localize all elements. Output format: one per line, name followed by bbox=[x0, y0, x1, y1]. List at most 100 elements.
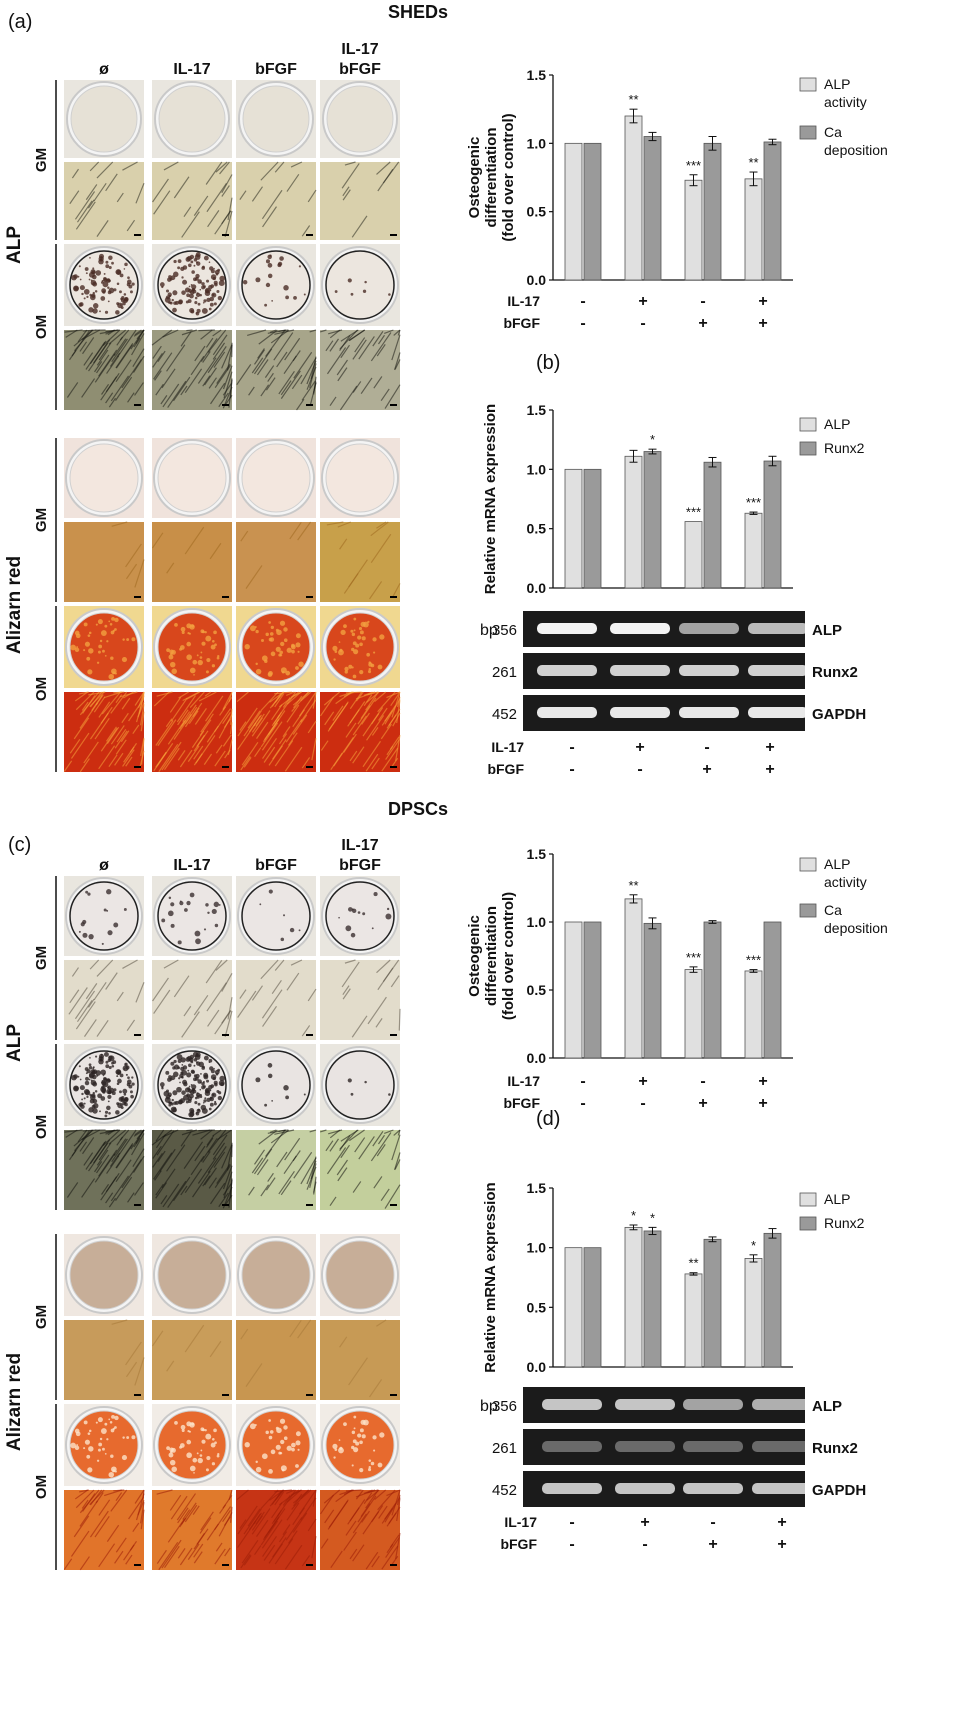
stain-speck bbox=[168, 1452, 174, 1458]
stain-speck bbox=[96, 1459, 100, 1462]
cell-streak bbox=[134, 1357, 145, 1386]
cell-streak bbox=[340, 344, 350, 359]
stain-speck bbox=[107, 286, 110, 289]
stain-speck bbox=[107, 1094, 112, 1100]
stain-speck bbox=[74, 647, 80, 653]
stain-speck bbox=[201, 641, 206, 646]
stain-speck bbox=[209, 1066, 214, 1071]
cell-streak bbox=[243, 757, 252, 768]
stain-speck bbox=[92, 303, 99, 309]
significance-label: ** bbox=[628, 92, 638, 107]
stain-speck bbox=[359, 1428, 364, 1433]
cell-streak bbox=[116, 192, 124, 203]
cell-streak bbox=[155, 720, 174, 746]
stain-speck bbox=[161, 918, 166, 923]
cell-streak bbox=[81, 1499, 89, 1509]
cell-streak bbox=[93, 182, 107, 202]
stain-speck bbox=[73, 1085, 79, 1092]
stain-speck bbox=[204, 1428, 207, 1432]
cell-streak bbox=[200, 338, 218, 362]
cell-streak bbox=[214, 708, 231, 733]
cell-streak bbox=[309, 329, 317, 333]
alizarin-micrograph-3-3 bbox=[320, 1489, 401, 1570]
cell-streak bbox=[181, 1129, 198, 1136]
cell-streak bbox=[325, 340, 334, 352]
stain-speck bbox=[268, 621, 271, 624]
stain-speck bbox=[268, 1469, 273, 1474]
cell-streak bbox=[267, 1172, 274, 1182]
cell-streak bbox=[184, 1168, 203, 1193]
cell-streak bbox=[96, 1019, 109, 1037]
bar-light bbox=[744, 970, 763, 1059]
cell-streak bbox=[186, 1129, 193, 1132]
cell-streak bbox=[267, 329, 287, 334]
stain-speck bbox=[289, 927, 295, 933]
stain-speck bbox=[88, 1446, 94, 1452]
stain-speck bbox=[367, 620, 370, 624]
cell-streak bbox=[320, 740, 329, 751]
stain-speck bbox=[351, 647, 355, 652]
cell-streak bbox=[79, 1500, 99, 1527]
stain-speck bbox=[203, 299, 207, 303]
cell-streak bbox=[161, 741, 182, 771]
stain-speck bbox=[333, 1456, 336, 1459]
micrograph-background bbox=[64, 522, 144, 602]
y-tick-label: 1.0 bbox=[527, 135, 547, 151]
stain-speck bbox=[110, 656, 114, 660]
row-group-label-alizarin: Alizarn red bbox=[4, 556, 25, 654]
cell-streak bbox=[352, 1544, 365, 1562]
bar-dark bbox=[643, 922, 662, 1059]
stain-speck bbox=[286, 647, 292, 653]
alizarin-well-0-2 bbox=[236, 1234, 316, 1316]
cell-streak bbox=[320, 1494, 335, 1515]
cell-streak bbox=[395, 1532, 401, 1560]
stain-speck bbox=[91, 1104, 96, 1109]
cell-streak bbox=[286, 691, 295, 697]
stain-speck bbox=[269, 1430, 274, 1434]
cell-streak bbox=[248, 1513, 261, 1531]
cell-streak bbox=[180, 331, 192, 347]
cell-streak bbox=[77, 329, 88, 343]
legend-label: ALP bbox=[824, 416, 850, 432]
cell-streak bbox=[357, 1495, 377, 1523]
cell-streak bbox=[180, 385, 188, 396]
stain-speck bbox=[268, 1435, 273, 1440]
cell-streak bbox=[153, 190, 171, 215]
stain-speck bbox=[95, 1421, 98, 1424]
stain-speck bbox=[112, 1469, 116, 1473]
cell-streak bbox=[164, 747, 180, 771]
stain-speck bbox=[97, 1448, 101, 1452]
cell-streak bbox=[156, 691, 173, 697]
cell-streak bbox=[180, 1131, 192, 1147]
stain-speck bbox=[122, 1088, 128, 1094]
bar-dark bbox=[583, 1247, 602, 1368]
stain-speck bbox=[216, 656, 220, 660]
legend-label-line-0: ALP bbox=[824, 76, 850, 92]
well-interior bbox=[325, 1240, 395, 1310]
y-axis-label: differentiation bbox=[483, 128, 500, 228]
cell-streak bbox=[77, 1129, 88, 1143]
cell-streak bbox=[122, 959, 138, 969]
cell-streak bbox=[191, 730, 205, 748]
cell-streak bbox=[178, 691, 190, 699]
alp-well-2-1 bbox=[152, 1044, 232, 1126]
cell-streak bbox=[117, 1129, 137, 1158]
cell-streak bbox=[371, 727, 379, 736]
cell-streak bbox=[363, 691, 373, 697]
cell-streak bbox=[113, 1138, 127, 1157]
cell-streak bbox=[254, 1149, 266, 1165]
cell-streak bbox=[153, 989, 171, 1014]
cell-streak bbox=[173, 975, 190, 998]
stain-speck bbox=[103, 1051, 109, 1057]
cell-streak bbox=[373, 1176, 383, 1189]
stain-speck bbox=[89, 1098, 95, 1104]
stain-speck bbox=[104, 310, 109, 314]
cell-streak bbox=[336, 1159, 348, 1176]
cell-streak bbox=[336, 359, 348, 376]
cell-streak bbox=[215, 161, 228, 173]
cell-streak bbox=[300, 699, 317, 723]
cell-streak bbox=[388, 714, 397, 727]
stain-speck bbox=[361, 1434, 366, 1439]
cell-streak bbox=[269, 1129, 277, 1133]
scale-bar bbox=[134, 766, 141, 768]
